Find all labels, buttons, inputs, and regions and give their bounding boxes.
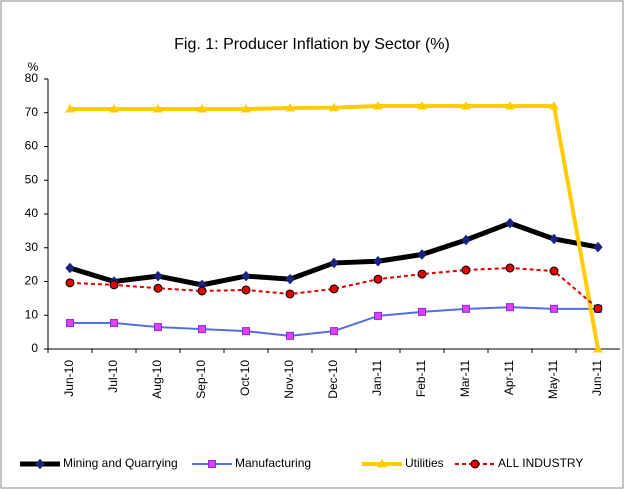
data-point — [66, 319, 74, 328]
y-tick-label: 60 — [25, 139, 39, 153]
data-point — [593, 304, 603, 313]
data-point — [373, 274, 383, 284]
x-tick-label: Mar-11 — [458, 360, 472, 397]
data-point — [65, 278, 75, 288]
chart-title: Fig. 1: Producer Inflation by Sector (%) — [174, 36, 450, 53]
data-point — [153, 283, 163, 293]
data-point — [505, 100, 515, 110]
data-point — [241, 270, 251, 282]
data-point — [549, 100, 559, 110]
x-tick-label: Oct-10 — [238, 360, 252, 396]
data-point — [285, 273, 295, 285]
data-point — [154, 323, 162, 332]
data-point — [593, 343, 603, 353]
data-point — [506, 303, 514, 312]
data-point — [417, 249, 427, 260]
data-point — [462, 304, 470, 313]
y-tick-label: 20 — [25, 274, 39, 288]
legend-label: Manufacturing — [235, 456, 311, 470]
data-point — [109, 104, 119, 113]
data-point — [153, 104, 163, 113]
data-point — [329, 284, 339, 294]
data-point — [329, 102, 339, 112]
data-point — [285, 103, 295, 112]
data-point — [374, 311, 382, 320]
data-point — [417, 269, 427, 279]
x-tick-label: Aug-10 — [150, 360, 164, 399]
data-point — [65, 262, 75, 274]
data-point — [110, 319, 118, 328]
data-point — [461, 234, 471, 246]
data-point — [285, 289, 295, 299]
legend-marker — [208, 460, 216, 468]
data-point — [330, 327, 338, 336]
legend-label: Mining and Quarrying — [63, 456, 178, 470]
y-tick-label: 10 — [25, 307, 39, 321]
data-point — [109, 280, 119, 290]
legend-marker — [377, 458, 387, 468]
x-tick-label: Jan-11 — [370, 360, 384, 396]
x-tick-label: Jun-10 — [62, 360, 76, 397]
data-point — [550, 304, 558, 313]
data-point — [241, 285, 251, 295]
y-tick-label: 80 — [25, 71, 39, 85]
x-tick-label: Jun-11 — [590, 360, 604, 396]
data-point — [505, 217, 515, 229]
y-axis-label: % — [28, 60, 39, 74]
data-point — [197, 286, 207, 296]
data-point — [418, 307, 426, 316]
y-tick-label: 40 — [25, 206, 39, 220]
y-tick-label: 30 — [25, 240, 39, 254]
data-point — [373, 100, 383, 110]
data-point — [461, 100, 471, 110]
legend-marker — [35, 458, 45, 470]
data-point — [549, 266, 559, 276]
data-point — [417, 100, 427, 110]
data-point — [461, 265, 471, 275]
legend-label: ALL INDUSTRY — [498, 456, 583, 470]
x-tick-label: Jul-10 — [106, 360, 120, 393]
x-tick-label: Dec-10 — [326, 360, 340, 399]
legend-label: Utilities — [405, 456, 444, 470]
y-tick-label: 70 — [25, 105, 39, 119]
data-point — [505, 263, 515, 273]
x-tick-label: Apr-11 — [502, 360, 516, 395]
data-point — [593, 241, 603, 253]
data-point — [153, 270, 163, 282]
data-point — [197, 104, 207, 113]
x-tick-label: Feb-11 — [414, 360, 428, 397]
data-point — [65, 104, 75, 113]
data-point — [329, 257, 339, 269]
x-tick-label: Sep-10 — [194, 360, 208, 399]
y-tick-label: 50 — [25, 172, 39, 186]
data-point — [373, 255, 383, 267]
data-point — [241, 104, 251, 113]
data-point — [286, 331, 294, 340]
data-point — [242, 327, 250, 336]
data-point — [549, 233, 559, 245]
legend-marker — [470, 459, 480, 469]
data-point — [198, 325, 206, 334]
x-tick-label: May-11 — [546, 360, 560, 399]
x-tick-label: Nov-10 — [282, 360, 296, 399]
y-tick-label: 0 — [31, 341, 38, 355]
